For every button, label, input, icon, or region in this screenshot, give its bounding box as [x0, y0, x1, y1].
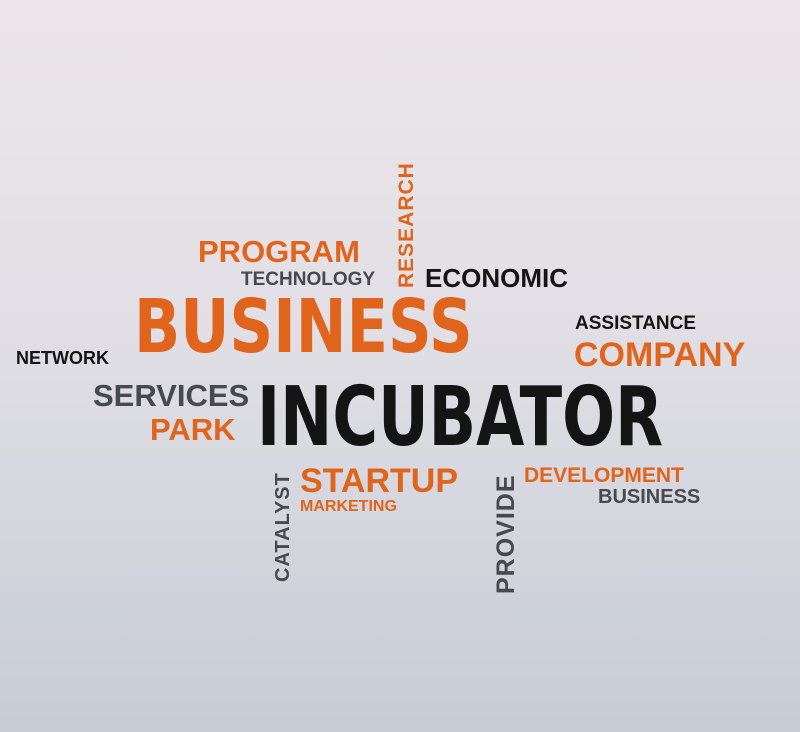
- word-economic: ECONOMIC: [425, 263, 568, 293]
- word-services: SERVICES: [93, 378, 250, 413]
- word-program: PROGRAM: [198, 234, 360, 269]
- word-company: COMPANY: [574, 336, 746, 374]
- word-research: RESEARCH: [395, 162, 418, 288]
- word-development: DEVELOPMENT: [524, 464, 684, 487]
- word-technology: TECHNOLOGY: [241, 269, 376, 290]
- word-network: NETWORK: [16, 348, 109, 368]
- word-business-small: BUSINESS: [598, 486, 701, 508]
- word-startup: STARTUP: [300, 462, 459, 500]
- word-park: PARK: [150, 412, 236, 447]
- word-incubator: INCUBATOR: [257, 370, 664, 465]
- word-business-main: BUSINESS: [134, 284, 473, 370]
- word-assistance: ASSISTANCE: [575, 313, 697, 334]
- word-marketing: MARKETING: [300, 498, 397, 515]
- word-provide: PROVIDE: [492, 474, 520, 594]
- word-catalyst: CATALYST: [272, 472, 294, 582]
